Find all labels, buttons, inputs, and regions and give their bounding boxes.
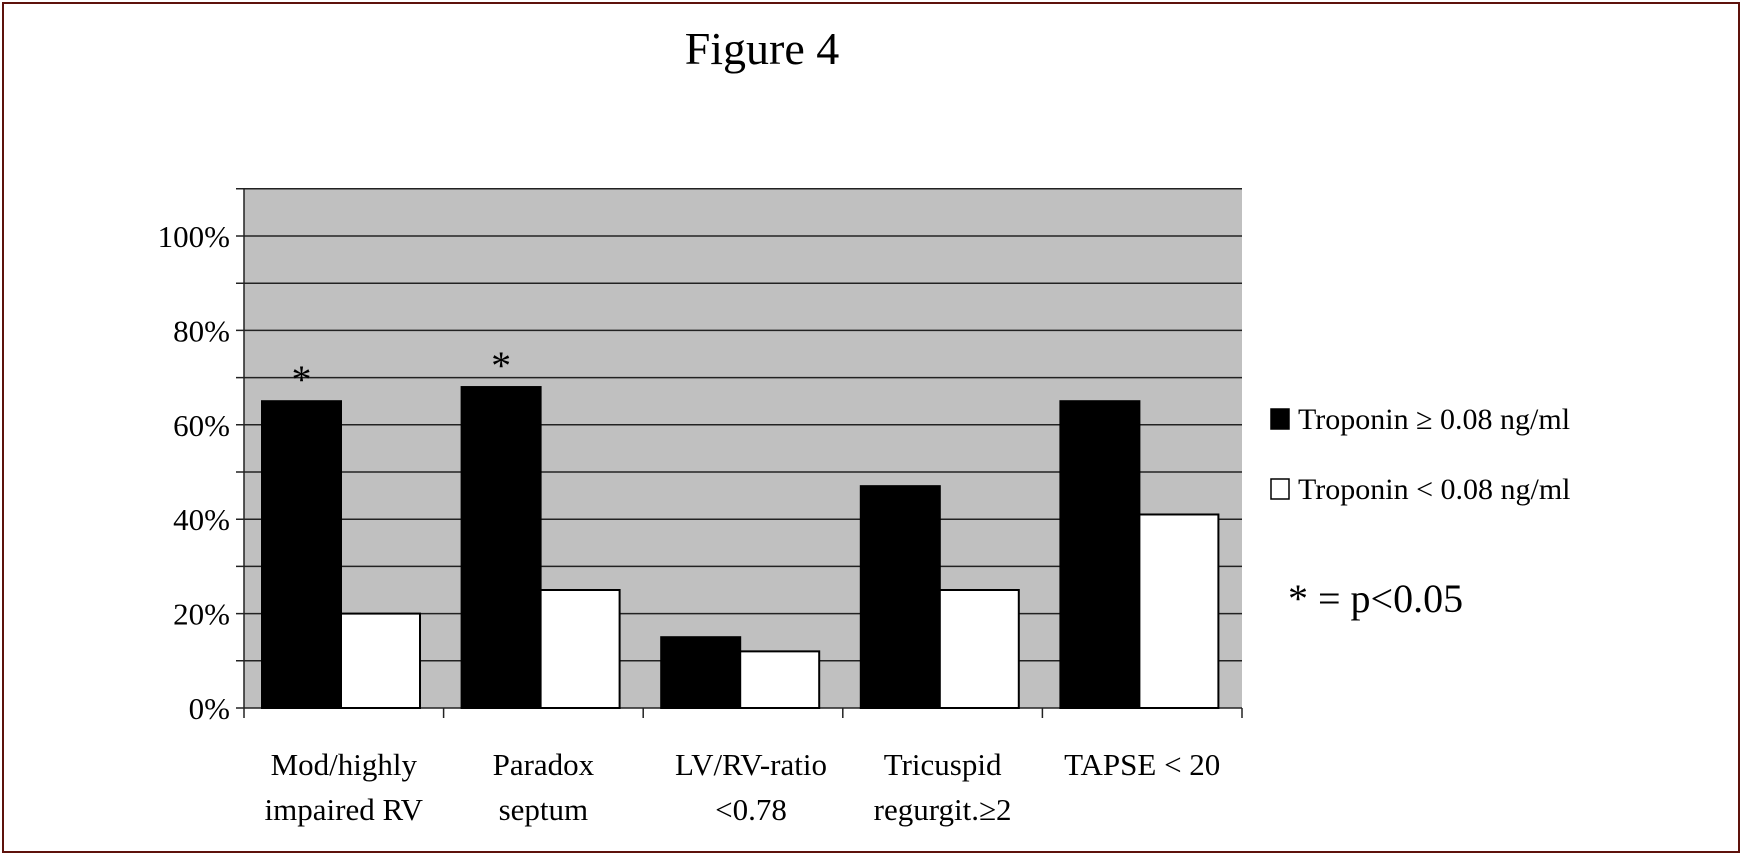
y-tick-label: 40%: [173, 502, 230, 537]
y-tick-label: 100%: [158, 219, 230, 254]
y-tick-label: 20%: [173, 597, 230, 632]
x-category-label: regurgit.≥2: [874, 792, 1012, 827]
x-category-label: <0.78: [715, 792, 787, 827]
bar-troponin-high: [460, 386, 542, 709]
legend-label: Troponin < 0.08 ng/ml: [1298, 473, 1571, 506]
x-category-label: TAPSE < 20: [1064, 747, 1220, 782]
legend-label: Troponin ≥ 0.08 ng/ml: [1298, 403, 1570, 436]
bar-troponin-high: [859, 485, 941, 709]
y-tick-label: 0%: [189, 691, 230, 726]
bar-troponin-high: [660, 636, 742, 710]
chart-title: Figure 4: [685, 23, 840, 74]
bar-troponin-high: [261, 400, 342, 709]
bar-troponin-low: [340, 612, 421, 709]
plot-area: 0% 20% 40% 60% 80% 100% * Mod/highly impaired RV…: [158, 188, 1243, 827]
x-category-label: LV/RV-ratio: [675, 747, 827, 782]
x-category-label: Paradox: [493, 747, 595, 782]
x-category-label: Mod/highly: [271, 747, 418, 782]
y-tick-label: 60%: [173, 408, 230, 443]
bar-troponin-low: [739, 650, 821, 709]
legend-swatch: [1270, 478, 1290, 500]
bar-troponin-low: [539, 589, 621, 709]
significance-annotation: * = p<0.05: [1288, 576, 1463, 621]
bar-troponin-low: [938, 589, 1020, 709]
significance-marker: *: [491, 343, 511, 388]
bar-troponin-low: [1138, 513, 1220, 709]
x-category-label: septum: [499, 792, 589, 827]
bar-troponin-high: [1059, 400, 1141, 709]
x-category-label: impaired RV: [265, 792, 424, 827]
y-tick-label: 80%: [173, 313, 230, 348]
legend: Troponin ≥ 0.08 ng/ml Troponin < 0.08 ng/…: [1270, 403, 1571, 506]
legend-swatch: [1270, 408, 1290, 430]
significance-marker: *: [292, 357, 312, 402]
x-category-label: Tricuspid: [884, 747, 1002, 782]
